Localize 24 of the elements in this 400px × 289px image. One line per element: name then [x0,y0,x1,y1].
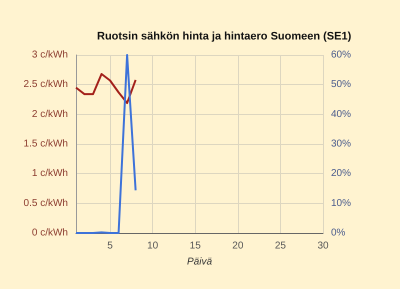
y2-tick-label: 10% [331,198,352,209]
y-tick-label: 0 c/kWh [32,228,68,238]
y-tick-label: 1.5 c/kWh [24,138,68,150]
chart-title: Ruotsin sähkön hinta ja hintaero Suomeen (SE1) [97,30,352,42]
x-tick-label: 10 [147,240,159,252]
y-tick-label: 2 c/kWh [32,108,68,120]
x-tick-label: 25 [274,240,286,252]
y-tick-label: 3 c/kWh [32,50,68,60]
x-tick-label: 5 [107,240,114,252]
y2-tick-label: 50% [331,79,352,90]
line-series [75,54,137,234]
y2-tick-label: 0% [331,228,346,238]
y-tick-label: 2.5 c/kWh [24,79,68,90]
y2-tick-label: 60% [331,50,352,60]
x-tick-label: 30 [317,240,329,252]
y2-tick-label: 40% [331,108,352,120]
y-tick-label: 1 c/kWh [32,168,68,180]
y2-tick-label: 20% [331,168,352,180]
y-tick-label: 0.5 c/kWh [24,198,68,209]
y2-tick-label: 30% [331,138,352,150]
x-tick-label: 15 [190,240,202,252]
line-series [75,72,137,104]
x-tick-label: 20 [232,240,244,252]
x-axis-title: Päivä [186,256,212,268]
